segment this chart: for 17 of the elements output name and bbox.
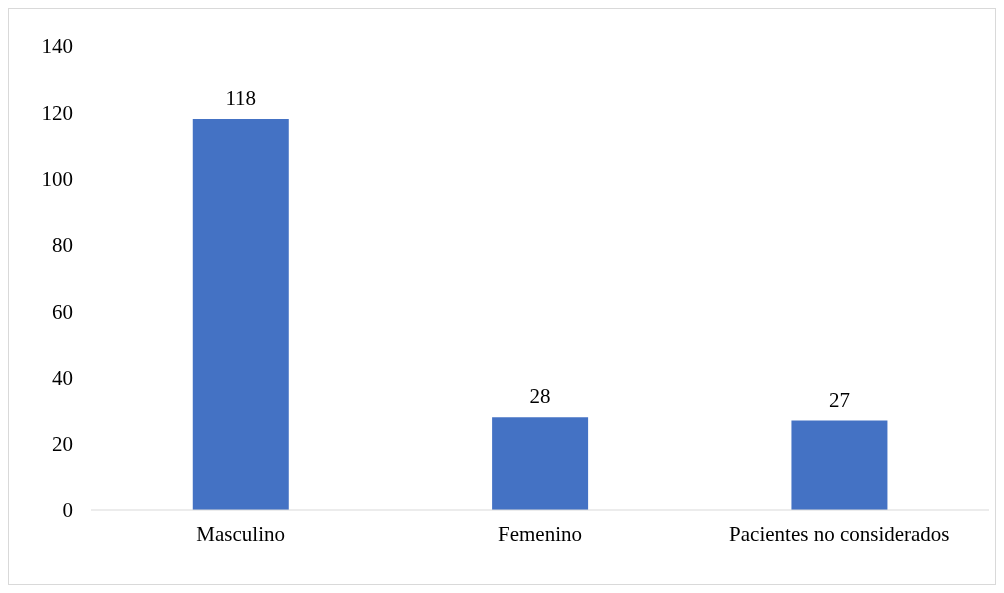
bar	[791, 420, 888, 510]
y-tick-label: 60	[52, 299, 73, 324]
y-tick-label: 0	[62, 498, 73, 523]
data-label: 27	[828, 387, 850, 412]
x-tick-label: Pacientes no considerados	[729, 521, 950, 546]
y-tick-label: 120	[41, 100, 73, 125]
y-tick-label: 100	[41, 167, 73, 192]
y-tick-label: 20	[52, 432, 73, 457]
y-tick-label: 40	[52, 365, 73, 390]
bar	[492, 417, 589, 510]
x-tick-label: Femenino	[498, 521, 582, 546]
data-label: 28	[529, 384, 551, 409]
data-label: 118	[225, 85, 257, 110]
y-tick-label: 80	[52, 233, 73, 258]
bar	[192, 118, 289, 510]
x-tick-label: Masculino	[196, 521, 285, 546]
y-tick-label: 140	[41, 34, 73, 59]
